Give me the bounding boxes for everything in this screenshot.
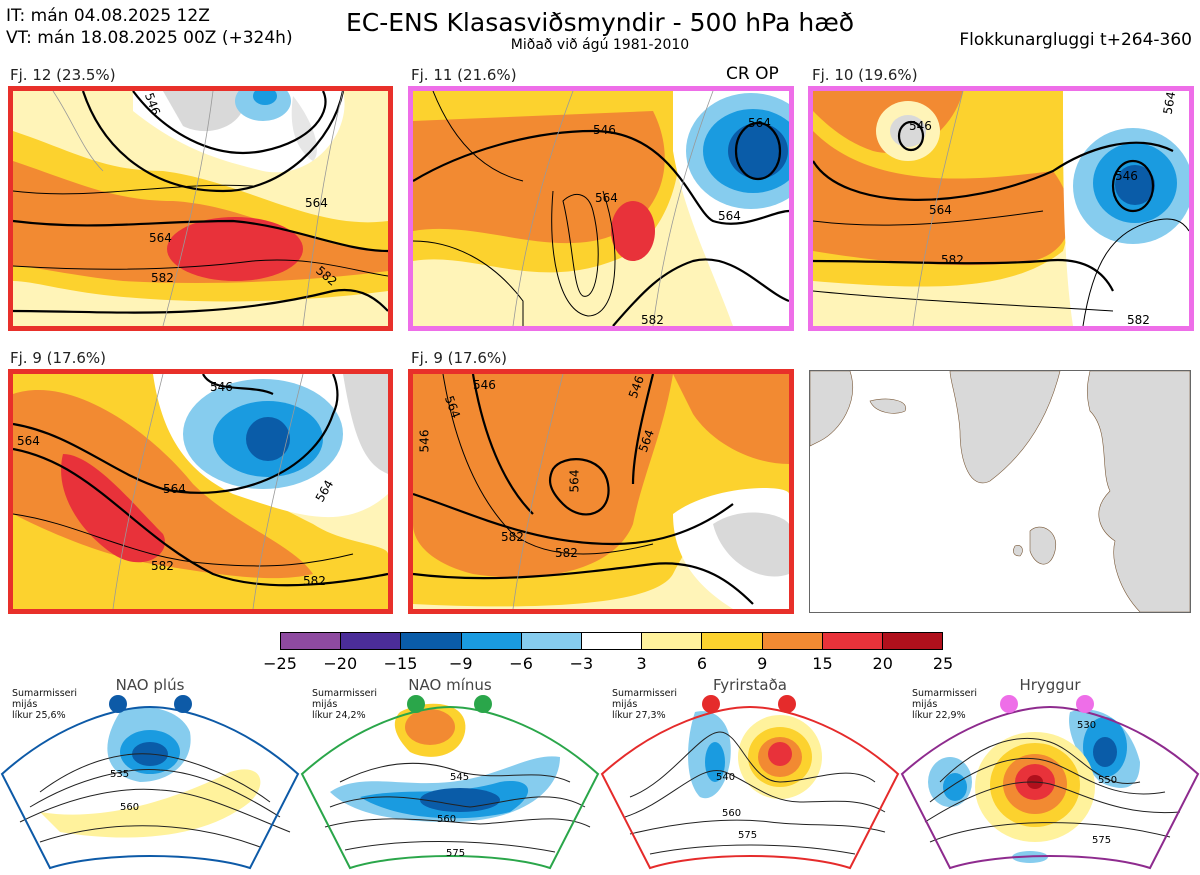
contour-label: 546 bbox=[1115, 169, 1138, 183]
regime-blocking: Fyrirstaða Sumarmisseri mijás líkur 27,3% … bbox=[600, 672, 900, 871]
colorbar-swatch bbox=[281, 633, 342, 649]
contour-label: 575 bbox=[1092, 835, 1112, 846]
contour-label: 564 bbox=[595, 191, 618, 205]
colorbar-swatch bbox=[461, 633, 522, 649]
contour-label: 540 bbox=[716, 772, 736, 783]
colorbar-tick-label: 25 bbox=[932, 654, 954, 673]
header-times: IT: mán 04.08.2025 12Z VT: mán 18.08.202… bbox=[6, 5, 293, 49]
contour-label: 564 bbox=[929, 203, 952, 217]
contour-label: 564 bbox=[17, 434, 40, 448]
cluster-map-2: 546 564 564 564 582 bbox=[408, 86, 794, 331]
contour-label: 530 bbox=[1077, 720, 1097, 731]
colorbar-tick-label: 20 bbox=[872, 654, 893, 673]
colorbar-tick-label: 9 bbox=[757, 654, 768, 673]
colorbar-tick-label: −20 bbox=[323, 654, 358, 673]
contour-label: 560 bbox=[120, 802, 140, 813]
colorbar-swatch bbox=[822, 633, 883, 649]
base-map bbox=[809, 370, 1191, 613]
contour-label: 546 bbox=[909, 119, 932, 133]
regime-nao-plus: NAO plús Sumarmisseri mijás líkur 25,6% 53… bbox=[0, 672, 300, 871]
colorbar-tick-label: 6 bbox=[696, 654, 707, 673]
cluster-3-label: Fj. 10 (19.6%) bbox=[812, 66, 918, 84]
cluster-map-3: 546 546 564 564 582 582 bbox=[808, 86, 1194, 331]
contour-label: 564 bbox=[567, 469, 582, 493]
regime-note: Sumarmisseri mijás líkur 22,9% bbox=[912, 688, 978, 721]
contour-label: 545 bbox=[450, 772, 470, 783]
regime-title: NAO mínus bbox=[408, 676, 492, 694]
colorbar-tick-label: 3 bbox=[636, 654, 647, 673]
colorbar-tick-label: −25 bbox=[263, 654, 297, 673]
colorbar-swatch bbox=[521, 633, 582, 649]
classification-window: Flokkunargluggi t+264-360 bbox=[959, 30, 1192, 50]
regime-title: Fyrirstaða bbox=[713, 676, 787, 694]
colorbar-swatch bbox=[762, 633, 823, 649]
contour-label: 546 bbox=[210, 380, 233, 394]
colorbar-tick-label: 15 bbox=[812, 654, 833, 673]
contour-label: 535 bbox=[110, 769, 130, 780]
colorbar-swatch bbox=[882, 633, 943, 649]
colorbar-tick-label: −9 bbox=[449, 654, 473, 673]
contour-label: 564 bbox=[149, 231, 172, 245]
cluster-5-label: Fj. 9 (17.6%) bbox=[411, 349, 507, 367]
contour-label: 575 bbox=[738, 830, 758, 841]
cluster-2-label: Fj. 11 (21.6%) bbox=[411, 66, 517, 84]
colorbar bbox=[280, 632, 943, 650]
colorbar-swatch bbox=[341, 633, 402, 649]
colorbar-swatch bbox=[581, 633, 643, 649]
regime-note: Sumarmisseri mijás líkur 25,6% bbox=[12, 688, 78, 721]
cluster-1-label: Fj. 12 (23.5%) bbox=[10, 66, 116, 84]
contour-label: 575 bbox=[446, 848, 466, 859]
contour-label: 582 bbox=[555, 546, 578, 560]
regime-title: NAO plús bbox=[115, 676, 185, 694]
contour-label: 546 bbox=[417, 429, 432, 453]
contour-label: 582 bbox=[641, 313, 664, 327]
operational-marker: CR OP bbox=[726, 64, 779, 84]
colorbar-tick-label: −15 bbox=[383, 654, 418, 673]
colorbar-tick-label: −6 bbox=[509, 654, 533, 673]
regime-note: Sumarmisseri mijás líkur 24,2% bbox=[312, 688, 378, 721]
contour-label: 582 bbox=[303, 574, 326, 588]
contour-label: 582 bbox=[1127, 313, 1150, 327]
page-subtitle: Miðað við ágú 1981-2010 bbox=[510, 37, 690, 53]
colorbar-tick-label: −3 bbox=[569, 654, 594, 673]
regime-nao-minus: NAO mínus Sumarmisseri mijás líkur 24,2% 5… bbox=[300, 672, 600, 871]
cluster-map-1: 546 564 564 582 582 bbox=[8, 86, 393, 331]
cluster-map-4: 546 564 564 564 582 582 bbox=[8, 369, 393, 614]
colorbar-swatch bbox=[401, 633, 462, 649]
contour-label: 564 bbox=[748, 116, 771, 130]
contour-label: 560 bbox=[437, 814, 457, 825]
contour-label: 564 bbox=[305, 196, 328, 210]
page-title: EC-ENS Klasasviðsmyndir - 500 hPa hæð bbox=[345, 8, 855, 37]
contour-label: 546 bbox=[473, 378, 496, 392]
contour-label: 582 bbox=[151, 559, 174, 573]
init-time: IT: mán 04.08.2025 12Z bbox=[6, 6, 210, 26]
contour-label: 582 bbox=[151, 271, 174, 285]
cluster-4-label: Fj. 9 (17.6%) bbox=[10, 349, 106, 367]
contour-label: 582 bbox=[941, 253, 964, 267]
contour-label: 564 bbox=[718, 209, 741, 223]
regime-ridge: Hryggur Sumarmisseri mijás líkur 22,9% 530… bbox=[900, 672, 1200, 871]
valid-time: VT: mán 18.08.2025 00Z (+324h) bbox=[6, 28, 293, 48]
contour-label: 560 bbox=[722, 808, 742, 819]
contour-label: 546 bbox=[593, 123, 616, 137]
contour-label: 564 bbox=[163, 482, 186, 496]
regime-title: Hryggur bbox=[1019, 676, 1081, 694]
regime-note: Sumarmisseri mijás líkur 27,3% bbox=[612, 688, 678, 721]
cluster-map-5: 546 564 546 546 564 564 582 582 bbox=[408, 369, 794, 614]
contour-label: 550 bbox=[1098, 775, 1118, 786]
contour-label: 582 bbox=[501, 530, 524, 544]
colorbar-swatch bbox=[702, 633, 763, 649]
colorbar-swatch bbox=[642, 633, 703, 649]
